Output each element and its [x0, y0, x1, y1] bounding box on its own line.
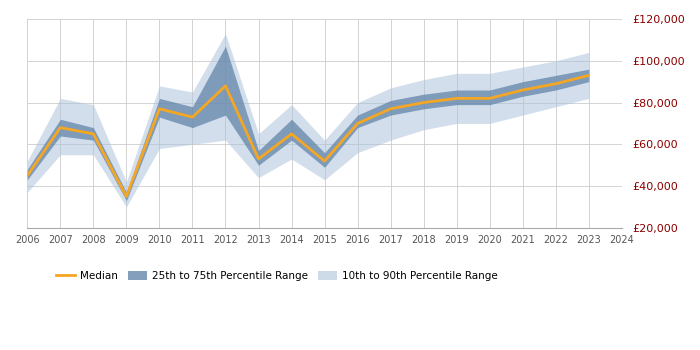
Legend: Median, 25th to 75th Percentile Range, 10th to 90th Percentile Range: Median, 25th to 75th Percentile Range, 1…: [52, 267, 503, 285]
